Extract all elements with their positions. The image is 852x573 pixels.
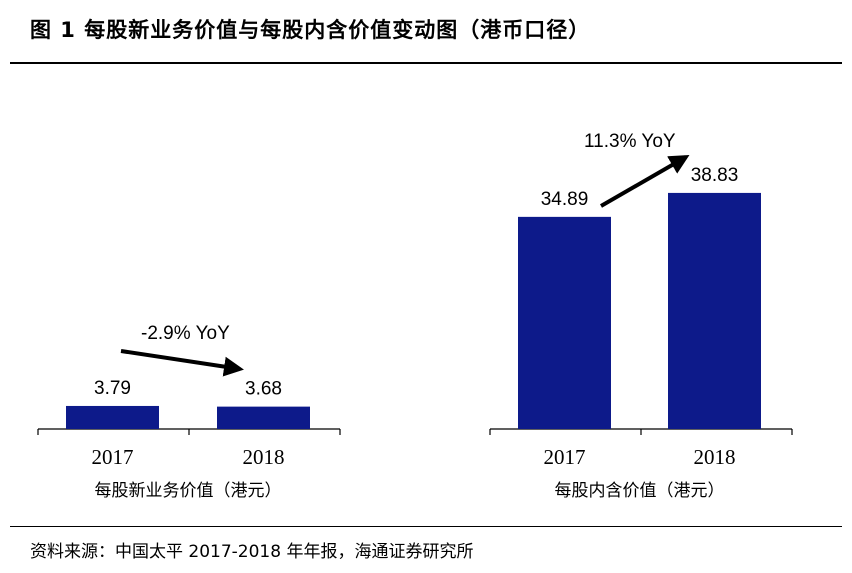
x-tick-label: 2017 — [544, 445, 586, 469]
x-tick-label: 2018 — [694, 445, 736, 469]
x-tick-label: 2018 — [243, 445, 285, 469]
yoy-annotation: -2.9% YoY — [141, 323, 230, 344]
bar-chart: 3.79 2017 3.68 2018 每股新业务价值（港元） -2.9% YoY 34.8… — [37, 131, 793, 501]
data-label: 38.83 — [691, 165, 739, 186]
yoy-arrow — [600, 155, 690, 208]
title-divider — [10, 62, 842, 64]
bar-2018 — [217, 406, 310, 429]
data-label: 3.68 — [245, 379, 282, 400]
group-label: 每股新业务价值（港元） — [95, 481, 282, 501]
bar-2018 — [668, 192, 761, 429]
bar-2017 — [518, 216, 611, 429]
bar-2017 — [66, 405, 159, 429]
yoy-arrow — [120, 349, 244, 377]
data-label: 3.79 — [94, 378, 131, 399]
x-tick-label: 2017 — [92, 445, 134, 469]
data-label: 34.89 — [541, 189, 589, 210]
chart-title: 图 1 每股新业务价值与每股内含价值变动图（港币口径） — [30, 18, 591, 42]
source-note: 资料来源：中国太平 2017-2018 年年报，海通证券研究所 — [30, 542, 474, 562]
source-divider — [10, 526, 842, 527]
yoy-annotation: 11.3% YoY — [584, 131, 676, 152]
group-label: 每股内含价值（港元） — [555, 481, 725, 501]
